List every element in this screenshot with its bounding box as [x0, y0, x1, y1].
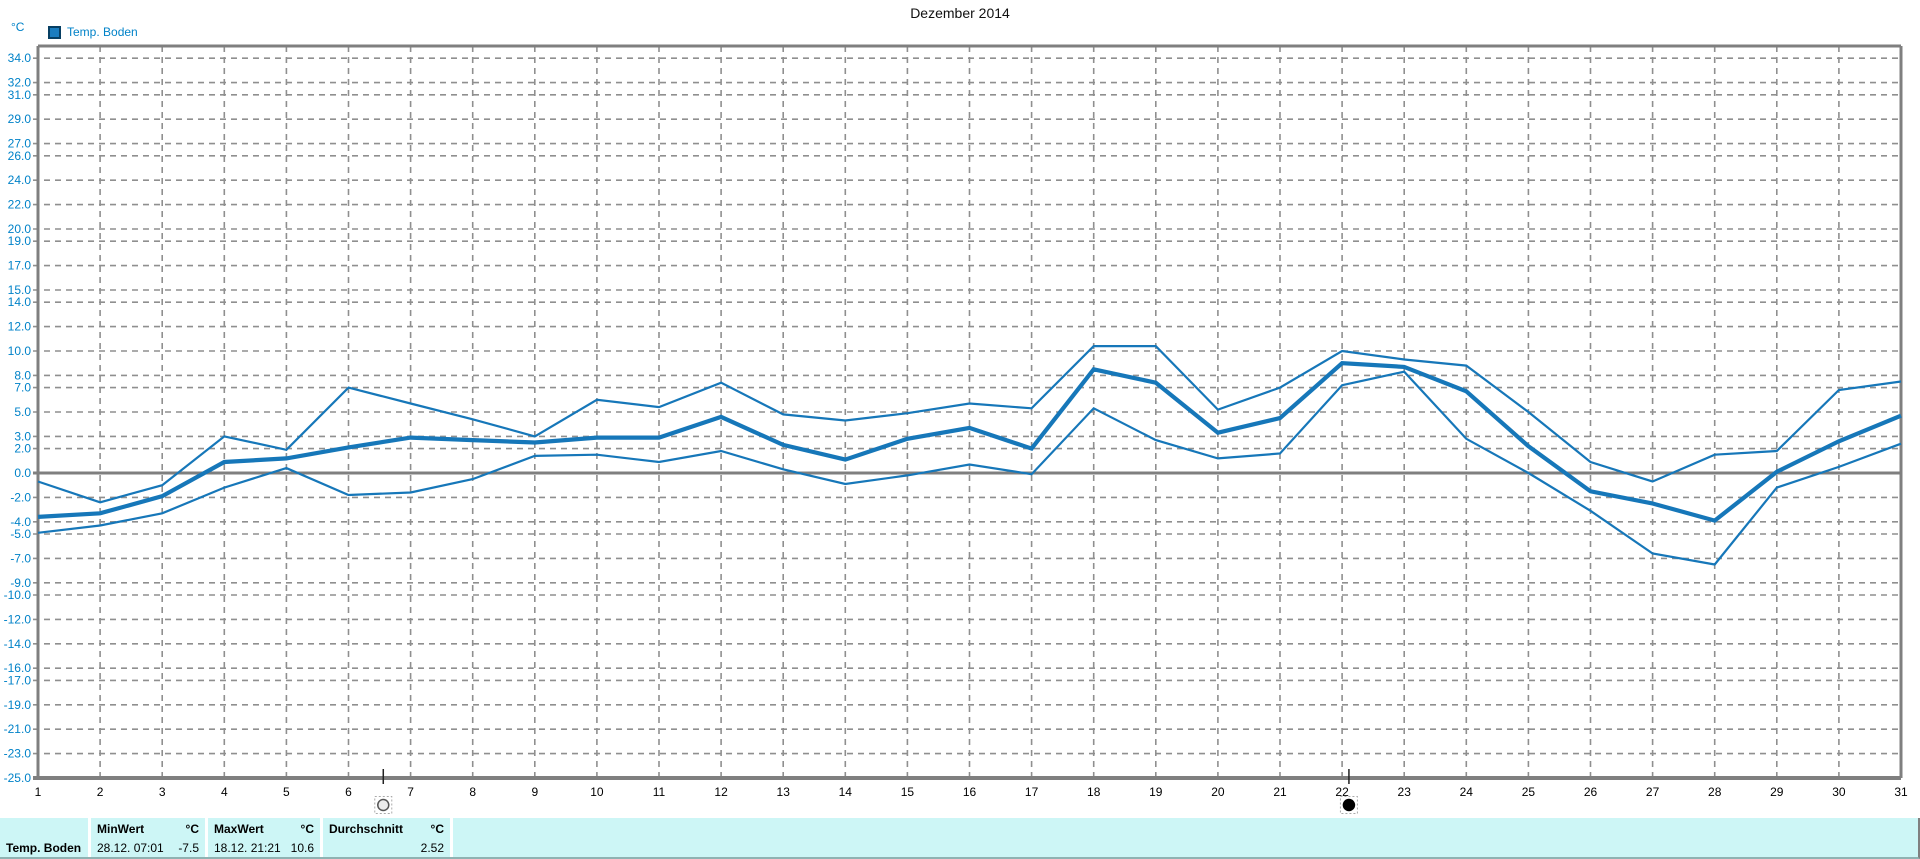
- minwert-header: MinWert: [97, 821, 145, 836]
- svg-text:27.0: 27.0: [8, 137, 32, 151]
- svg-text:8: 8: [469, 785, 476, 799]
- svg-text:19.0: 19.0: [8, 234, 32, 248]
- svg-text:-23.0: -23.0: [4, 747, 32, 761]
- y-axis-unit-label: °C: [11, 20, 25, 34]
- svg-text:6: 6: [345, 785, 352, 799]
- svg-text:3: 3: [159, 785, 166, 799]
- svg-text:18: 18: [1087, 785, 1101, 799]
- svg-text:-12.0: -12.0: [4, 612, 32, 626]
- svg-text:5.0: 5.0: [14, 405, 31, 419]
- maxwert-cell: MaxWert °C 18.12. 21:21 10.6: [208, 818, 320, 857]
- svg-text:26.0: 26.0: [8, 149, 32, 163]
- svg-text:15: 15: [901, 785, 915, 799]
- svg-text:4: 4: [221, 785, 228, 799]
- svg-text:31.0: 31.0: [8, 88, 32, 102]
- svg-text:-10.0: -10.0: [4, 588, 32, 602]
- svg-text:7: 7: [407, 785, 414, 799]
- maxwert-header: MaxWert: [214, 821, 264, 836]
- svg-text:20: 20: [1211, 785, 1225, 799]
- svg-text:24.0: 24.0: [8, 173, 32, 187]
- summary-row-label-cell: Temp. Boden: [0, 818, 88, 857]
- svg-text:19: 19: [1149, 785, 1163, 799]
- svg-text:-2.0: -2.0: [10, 490, 31, 504]
- series-line-mean: [37, 361, 1902, 523]
- full-moon-icon: [377, 798, 390, 812]
- legend-swatch: [48, 25, 61, 39]
- summary-row-label: Temp. Boden: [6, 840, 82, 855]
- svg-text:2: 2: [97, 785, 104, 799]
- svg-text:-16.0: -16.0: [4, 661, 32, 675]
- svg-text:22.0: 22.0: [8, 198, 32, 212]
- svg-text:-25.0: -25.0: [4, 771, 32, 785]
- minwert-cell: MinWert °C 28.12. 07:01 -7.5: [91, 818, 205, 857]
- svg-text:24: 24: [1460, 785, 1474, 799]
- svg-text:16: 16: [963, 785, 977, 799]
- series-line-max: [37, 345, 1902, 504]
- page-title: Dezember 2014: [910, 5, 1010, 21]
- series-line-min: [37, 370, 1902, 566]
- svg-text:5: 5: [283, 785, 290, 799]
- durchschnitt-header: Durchschnitt: [329, 821, 404, 836]
- svg-text:7.0: 7.0: [14, 381, 31, 395]
- maxwert-value: 10.6: [290, 840, 314, 855]
- svg-text:27: 27: [1646, 785, 1660, 799]
- svg-text:-5.0: -5.0: [10, 527, 31, 541]
- svg-text:17: 17: [1025, 785, 1039, 799]
- svg-text:-14.0: -14.0: [4, 637, 32, 651]
- svg-text:30: 30: [1832, 785, 1846, 799]
- svg-text:14.0: 14.0: [8, 295, 32, 309]
- svg-text:-17.0: -17.0: [4, 673, 32, 687]
- svg-text:22: 22: [1335, 785, 1349, 799]
- svg-text:12.0: 12.0: [8, 320, 32, 334]
- new-moon-icon: [1342, 798, 1356, 812]
- svg-text:29: 29: [1770, 785, 1784, 799]
- svg-text:10.0: 10.0: [8, 344, 32, 358]
- svg-text:-7.0: -7.0: [10, 551, 31, 565]
- svg-text:11: 11: [653, 785, 666, 799]
- svg-text:32.0: 32.0: [8, 76, 32, 90]
- summary-empty-cell: [453, 818, 1918, 857]
- svg-text:28: 28: [1708, 785, 1722, 799]
- svg-text:23: 23: [1398, 785, 1412, 799]
- svg-text:0.0: 0.0: [14, 466, 31, 480]
- svg-text:10: 10: [590, 785, 604, 799]
- svg-text:-19.0: -19.0: [4, 698, 32, 712]
- summary-table: Temp. Boden MinWert °C 28.12. 07:01 -7.5…: [0, 818, 1920, 859]
- svg-text:13: 13: [777, 785, 791, 799]
- svg-text:34.0: 34.0: [8, 51, 32, 65]
- svg-text:29.0: 29.0: [8, 112, 32, 126]
- svg-text:8.0: 8.0: [14, 368, 31, 382]
- svg-text:-21.0: -21.0: [4, 722, 32, 736]
- svg-text:1: 1: [35, 785, 42, 799]
- legend-label: Temp. Boden: [67, 25, 138, 39]
- legend: Temp. Boden: [48, 25, 138, 39]
- minwert-datetime: 28.12. 07:01: [97, 840, 164, 855]
- svg-text:15.0: 15.0: [8, 283, 32, 297]
- svg-text:3.0: 3.0: [14, 429, 31, 443]
- svg-text:2.0: 2.0: [14, 442, 31, 456]
- maxwert-unit: °C: [300, 821, 314, 836]
- svg-text:-4.0: -4.0: [10, 515, 31, 529]
- maxwert-datetime: 18.12. 21:21: [214, 840, 281, 855]
- durchschnitt-value: 2.52: [420, 840, 444, 855]
- minwert-value: -7.5: [178, 840, 199, 855]
- svg-text:9: 9: [531, 785, 538, 799]
- svg-text:26: 26: [1584, 785, 1598, 799]
- durchschnitt-unit: °C: [430, 821, 444, 836]
- svg-text:21: 21: [1273, 785, 1287, 799]
- svg-text:31: 31: [1894, 785, 1908, 799]
- svg-text:14: 14: [839, 785, 853, 799]
- svg-text:20.0: 20.0: [8, 222, 32, 236]
- svg-text:25: 25: [1522, 785, 1536, 799]
- svg-text:-9.0: -9.0: [10, 576, 31, 590]
- temperature-line-chart: 34.032.031.029.027.026.024.022.020.019.0…: [4, 44, 1908, 814]
- svg-text:12: 12: [714, 785, 728, 799]
- minwert-unit: °C: [185, 821, 199, 836]
- durchschnitt-cell: Durchschnitt °C 2.52: [323, 818, 450, 857]
- svg-text:17.0: 17.0: [8, 259, 32, 273]
